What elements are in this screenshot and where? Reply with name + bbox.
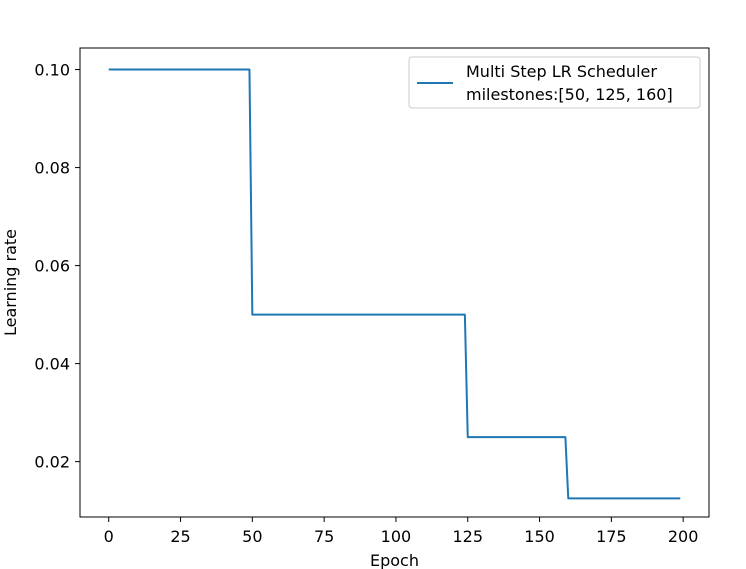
legend-label-line-2: milestones:[50, 125, 160] (466, 85, 673, 104)
legend-box (408, 56, 701, 109)
y-tick-label: 0.02 (34, 453, 70, 472)
legend-label-line-1: Multi Step LR Scheduler (466, 62, 657, 81)
x-tick-label: 200 (668, 527, 699, 546)
x-tick-label: 150 (524, 527, 555, 546)
x-axis-label: Epoch (370, 551, 419, 569)
x-tick-label: 50 (242, 527, 262, 546)
x-tick-label: 100 (381, 527, 412, 546)
x-axis-ticks: 0 25 50 75 100 125 150 175 200 (104, 517, 699, 546)
y-tick-label: 0.06 (34, 257, 70, 276)
x-tick-label: 25 (170, 527, 190, 546)
y-tick-label: 0.08 (34, 159, 70, 178)
y-axis-label: Learning rate (1, 229, 20, 336)
y-axis-ticks: 0.02 0.04 0.06 0.08 0.10 (34, 61, 80, 472)
x-tick-label: 175 (596, 527, 627, 546)
x-tick-label: 125 (452, 527, 483, 546)
series-line-0 (108, 68, 681, 500)
legend: Multi Step LR Scheduler milestones:[50, … (408, 56, 701, 109)
x-tick-label: 0 (104, 527, 114, 546)
series-layer (108, 68, 681, 500)
y-tick-label: 0.10 (34, 61, 70, 80)
y-tick-label: 0.04 (34, 355, 70, 374)
x-tick-label: 75 (314, 527, 334, 546)
plot-area-frame (79, 47, 710, 518)
